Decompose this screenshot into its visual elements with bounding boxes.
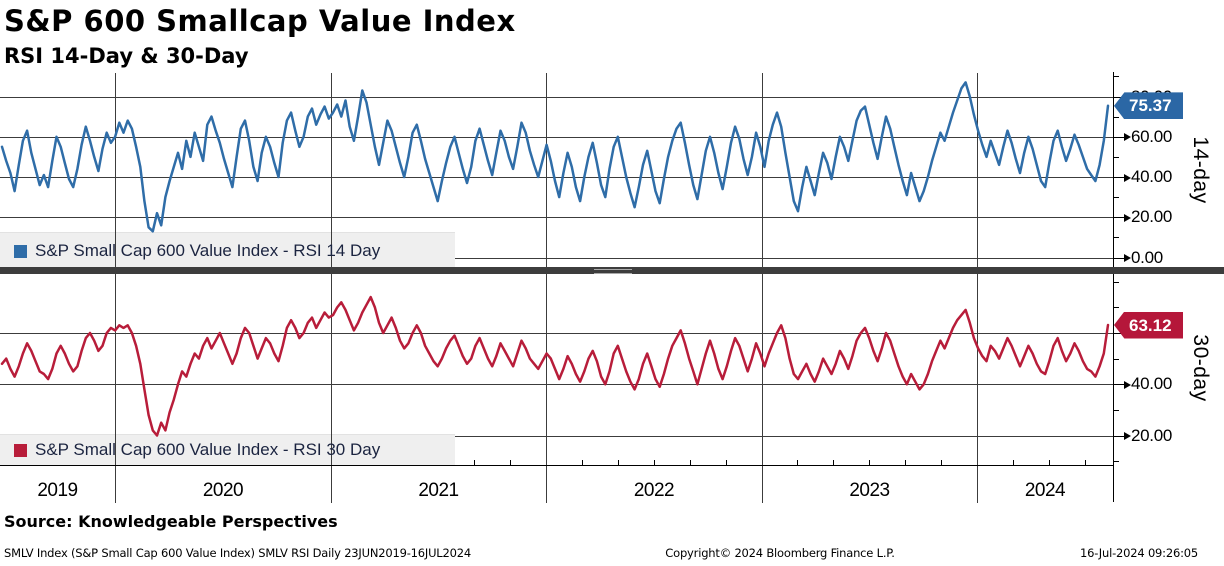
x-axis-year-label: 2020 xyxy=(202,480,244,501)
separator-grip-icon[interactable] xyxy=(594,269,632,274)
y-gridline xyxy=(0,96,1113,98)
year-separator xyxy=(977,465,978,503)
x-minor-tick xyxy=(797,460,799,465)
y-minor-tick xyxy=(1113,409,1119,411)
page-title: S&P 600 Smallcap Value Index xyxy=(4,4,516,38)
x-minor-tick xyxy=(725,460,727,465)
y-axis-title-14-day: 14-day xyxy=(1189,136,1212,204)
y-tick-arrow-icon xyxy=(1124,213,1131,222)
copyright-notice: Copyright© 2024 Bloomberg Finance L.P. xyxy=(665,546,895,560)
y-tick-arrow-icon xyxy=(1124,380,1131,389)
y-minor-tick xyxy=(1113,237,1119,239)
y-minor-tick xyxy=(1113,281,1119,283)
x-axis-year-label: 2023 xyxy=(849,480,890,501)
y-minor-tick xyxy=(1113,197,1119,199)
legend-bottom-label: S&P Small Cap 600 Value Index - RSI 30 D… xyxy=(35,440,381,459)
y-minor-tick xyxy=(1113,307,1119,309)
y-tick-arrow-icon xyxy=(1124,254,1131,262)
x-axis-year-label: 2021 xyxy=(418,480,459,501)
y-axis-tick-label: 40.00 xyxy=(1131,374,1173,394)
rsi-30-line-chart xyxy=(0,295,1110,437)
timestamp: 16-Jul-2024 09:26:05 xyxy=(1079,546,1198,560)
y-gridline xyxy=(0,435,1113,437)
legend-strip-bottom xyxy=(0,434,455,465)
panel-separator[interactable] xyxy=(0,267,1224,274)
x-minor-tick xyxy=(653,460,655,465)
y-gridline xyxy=(0,177,1113,178)
y-tick-arrow-icon xyxy=(1124,133,1131,142)
legend-top: S&P Small Cap 600 Value Index - RSI 14 D… xyxy=(14,241,380,261)
y-tick-arrow-icon xyxy=(1124,173,1131,182)
y-minor-tick xyxy=(1113,76,1119,78)
y-gridline xyxy=(0,333,1113,334)
y-major-tick xyxy=(1113,257,1127,259)
y-major-tick xyxy=(1113,384,1127,386)
y-gridline xyxy=(0,384,1113,386)
x-axis-year-label: 2022 xyxy=(633,480,675,501)
x-minor-tick xyxy=(617,460,619,465)
y-axis-tick-label: 20.00 xyxy=(1131,207,1173,227)
y-axis-tick-label: 40.00 xyxy=(1131,166,1173,186)
source-credit: Source: Knowledgeable Perspectives xyxy=(4,512,338,531)
x-minor-tick xyxy=(869,460,871,465)
last-value-tag-rsi14: 75.37 xyxy=(1114,92,1183,120)
y-major-tick xyxy=(1113,217,1127,219)
y-minor-tick xyxy=(1113,461,1119,463)
y-major-tick xyxy=(1113,333,1127,334)
rsi-14-series-line xyxy=(0,81,1110,233)
y-tick-arrow-icon xyxy=(1124,432,1131,440)
y-axis-tick-label: 0.00 xyxy=(1131,247,1163,267)
legend-bottom: S&P Small Cap 600 Value Index - RSI 30 D… xyxy=(14,440,380,460)
last-value-tag-rsi30: 63.12 xyxy=(1114,311,1183,339)
year-separator xyxy=(546,465,547,503)
y-minor-tick xyxy=(1113,116,1119,118)
y-major-tick xyxy=(1113,96,1127,98)
y-gridline xyxy=(0,257,1113,259)
y-gridline xyxy=(0,136,1113,138)
y-major-tick xyxy=(1113,435,1127,437)
rsi-30-legend-swatch-icon xyxy=(14,443,27,457)
x-minor-tick xyxy=(1084,460,1086,465)
x-minor-tick xyxy=(474,460,476,465)
rsi-30-series-line xyxy=(0,295,1110,437)
y-axis-tick-label: 20.00 xyxy=(1131,425,1173,445)
x-minor-tick xyxy=(905,460,907,465)
page-subtitle: RSI 14-Day & 30-Day xyxy=(4,44,249,68)
x-minor-tick xyxy=(689,460,691,465)
y-major-tick xyxy=(1113,177,1127,178)
legend-strip-top xyxy=(0,232,455,268)
security-description: SMLV Index (S&P Small Cap 600 Value Inde… xyxy=(4,546,471,560)
x-minor-tick xyxy=(1048,460,1050,465)
x-axis-year-label: 2024 xyxy=(1024,480,1066,501)
x-axis-year-label: 2019 xyxy=(37,480,78,501)
y-gridline xyxy=(0,217,1113,219)
x-minor-tick xyxy=(833,460,835,465)
y-axis-title-30-day: 30-day xyxy=(1189,334,1212,402)
legend-top-label: S&P Small Cap 600 Value Index - RSI 14 D… xyxy=(35,241,381,260)
x-minor-tick xyxy=(581,460,583,465)
y-minor-tick xyxy=(1113,156,1119,158)
rsi-14-line-chart xyxy=(0,81,1110,233)
y-major-tick xyxy=(1113,136,1127,138)
y-minor-tick xyxy=(1113,358,1119,360)
x-minor-tick xyxy=(1012,460,1014,465)
year-separator xyxy=(331,465,332,503)
y-axis-tick-label: 60.00 xyxy=(1131,126,1173,146)
year-separator xyxy=(115,465,116,503)
x-minor-tick xyxy=(510,460,511,465)
x-axis-line xyxy=(0,465,1114,466)
right-axis-line xyxy=(1113,72,1114,502)
rsi-14-legend-swatch-icon xyxy=(14,244,27,258)
year-separator xyxy=(762,465,763,503)
x-minor-tick xyxy=(941,460,942,465)
